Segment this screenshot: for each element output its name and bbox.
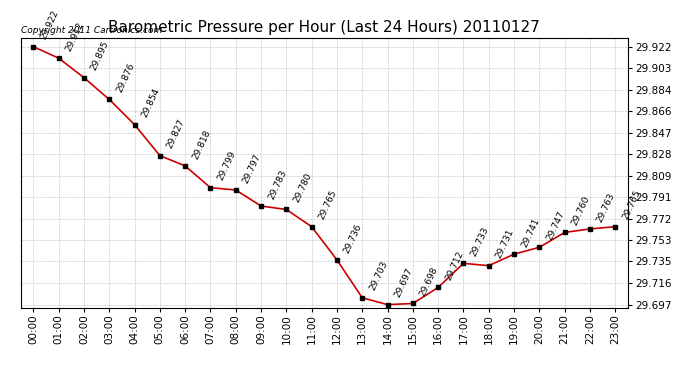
Text: 29.818: 29.818 [190,128,212,160]
Text: 29.760: 29.760 [570,195,591,227]
Text: 29.895: 29.895 [90,40,111,72]
Text: 29.731: 29.731 [494,228,515,260]
Text: 29.876: 29.876 [115,62,136,94]
Text: 29.799: 29.799 [216,150,237,182]
Text: 29.827: 29.827 [166,118,187,150]
Text: 29.736: 29.736 [342,222,364,254]
Text: 29.733: 29.733 [469,225,491,258]
Text: 29.698: 29.698 [418,266,440,298]
Text: 29.783: 29.783 [266,168,288,201]
Text: 29.854: 29.854 [140,87,161,119]
Title: Barometric Pressure per Hour (Last 24 Hours) 20110127: Barometric Pressure per Hour (Last 24 Ho… [108,20,540,35]
Text: 29.765: 29.765 [621,189,642,221]
Text: Copyright 2011 Cartronics.com: Copyright 2011 Cartronics.com [21,26,162,35]
Text: 29.922: 29.922 [39,9,60,41]
Text: 29.765: 29.765 [317,189,339,221]
Text: 29.763: 29.763 [595,191,617,224]
Text: 29.697: 29.697 [393,267,415,299]
Text: 29.712: 29.712 [444,250,465,282]
Text: 29.747: 29.747 [545,210,566,242]
Text: 29.741: 29.741 [520,216,541,249]
Text: 29.797: 29.797 [241,152,263,184]
Text: 29.703: 29.703 [368,260,389,292]
Text: 29.780: 29.780 [292,172,313,204]
Text: 29.912: 29.912 [64,20,86,53]
